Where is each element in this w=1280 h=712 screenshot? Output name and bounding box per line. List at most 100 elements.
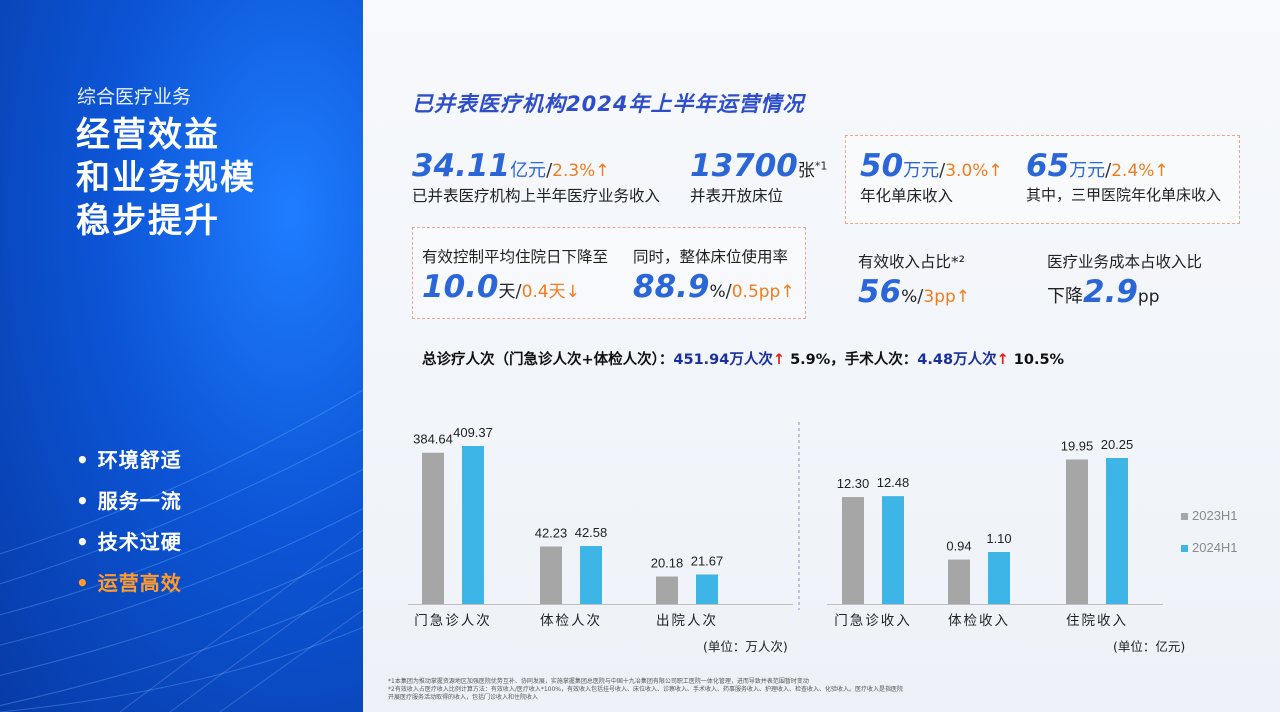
- kpi-label: 已并表医疗机构上半年医疗业务收入: [412, 187, 661, 205]
- summary-change: 10.5%: [1008, 352, 1065, 368]
- kpi-value: 34.11: [412, 148, 511, 184]
- headline-line-1: 经营效益: [76, 115, 220, 155]
- kpi-value: 2.9: [1083, 274, 1138, 310]
- kpi-value: 10.0: [422, 269, 499, 305]
- bar-2024H1: [696, 574, 718, 604]
- bar-2024H1: [1106, 458, 1128, 604]
- kpi-label: 年化单床收入: [860, 187, 954, 205]
- data-label: 19.95: [1061, 438, 1094, 453]
- page-title: 已并表医疗机构2024年上半年运营情况: [412, 92, 805, 116]
- kpi-label: 医疗业务成本占收入比: [1047, 253, 1203, 271]
- kpi-change: 0.4天↓: [521, 282, 580, 302]
- kpi-value: 88.9: [633, 269, 710, 305]
- headline-line-2: 和业务规模: [76, 158, 256, 198]
- kpi-effective-income: 有效收入占比*² 56%/3pp↑: [858, 250, 970, 310]
- kpi-footnote: *1: [814, 159, 828, 173]
- kpi-slash: /: [546, 160, 553, 181]
- bullet-list: • 环境舒适 • 服务一流 • 技术过硬 • 运营高效: [76, 440, 182, 604]
- kpi-unit: 万元: [903, 160, 940, 181]
- kpi-beds: 13700张*1 并表开放床位: [690, 148, 827, 206]
- data-label: 42.58: [575, 525, 608, 540]
- kpi-value: 65: [1026, 148, 1070, 184]
- bullet-item-highlighted: • 运营高效: [76, 571, 182, 595]
- left-panel: 综合医疗业务 经营效益 和业务规模 稳步提升 • 环境舒适 • 服务一流 • 技…: [0, 0, 363, 712]
- kpi-change: 2.4%↑: [1111, 161, 1169, 181]
- data-label: 20.25: [1101, 437, 1134, 452]
- legend-swatch: [1181, 545, 1188, 552]
- data-label: 12.48: [877, 475, 910, 490]
- bar-2023H1: [842, 497, 864, 604]
- kpi-unit: 万元: [1069, 160, 1106, 181]
- kpi-prefix: 下降: [1047, 286, 1083, 307]
- kpi-unit: 亿元: [510, 160, 547, 181]
- unit-label: (单位：万人次): [703, 639, 788, 654]
- kpi-value: 56: [858, 274, 902, 310]
- visits-summary: 总诊疗人次（门急诊人次+体检人次）：451.94万人次↑ 5.9%，手术人次：4…: [422, 348, 1064, 369]
- bullet-item: • 服务一流: [76, 489, 182, 513]
- per-bed-box: [845, 135, 1240, 224]
- kpi-unit: pp: [1137, 287, 1160, 307]
- footnotes: *1本集团为推动掌握资源地区加强医院优势互补、协同发展，实施掌握集团总医院与中国…: [388, 678, 908, 702]
- kpi-label: 其中，三甲医院年化单床收入: [1026, 186, 1222, 204]
- category-label: 门急诊收入: [834, 613, 912, 629]
- kpi-unit: 天: [498, 282, 516, 302]
- bar-2024H1: [580, 546, 602, 604]
- unit-label: (单位：亿元): [1113, 639, 1185, 654]
- kpi-tier3-per-bed: 65万元/2.4%↑ 其中，三甲医院年化单床收入: [1026, 148, 1221, 205]
- kpi-label: 同时，整体床位使用率: [633, 248, 789, 266]
- bar-2023H1: [422, 452, 444, 604]
- summary-part: 手术人次：: [844, 352, 918, 368]
- up-arrow-icon: ↑: [996, 352, 1009, 368]
- stay-occupancy-box: [412, 227, 806, 319]
- bar-charts: 384.64 409.37 门急诊人次 42.23 42.58 体检人次 20.18 21.6…: [408, 422, 1238, 654]
- footnote-2: *2有效收入占医疗收入比例计算方法：有效收入/医疗收入*100%，有效收入包括挂…: [388, 686, 903, 701]
- kpi-occupancy: 同时，整体床位使用率 88.9%/0.5pp↑: [633, 245, 795, 305]
- kpi-slash: /: [917, 286, 924, 307]
- kpi-change: 2.3%↑: [552, 161, 610, 181]
- kpi-slash: /: [725, 281, 732, 302]
- data-label: 20.18: [651, 556, 684, 571]
- summary-change: 5.9%，: [785, 352, 845, 368]
- legend-label: 2024H1: [1192, 540, 1238, 555]
- headline: 经营效益 和业务规模 稳步提升: [76, 114, 256, 243]
- category-label: 住院收入: [1066, 613, 1128, 629]
- summary-value: 451.94万人次: [673, 352, 773, 368]
- kpi-slash: /: [939, 160, 946, 181]
- data-label: 0.94: [946, 539, 971, 554]
- kpi-value: 13700: [690, 148, 798, 184]
- kpi-revenue: 34.11亿元/2.3%↑ 已并表医疗机构上半年医疗业务收入: [412, 148, 660, 206]
- bar-2023H1: [540, 546, 562, 604]
- category-label: 出院人次: [656, 613, 718, 629]
- summary-value: 4.48万人次: [917, 352, 997, 368]
- headline-line-3: 稳步提升: [76, 201, 220, 241]
- legend-swatch: [1181, 513, 1188, 520]
- bar-2024H1: [882, 496, 904, 604]
- bar-2023H1: [656, 576, 678, 604]
- summary-part: 总诊疗人次（门急诊人次+体检人次）：: [422, 352, 674, 368]
- up-arrow-icon: ↑: [772, 352, 786, 368]
- kpi-unit: 张: [797, 161, 815, 181]
- legend-label: 2023H1: [1192, 508, 1238, 523]
- bar-2024H1: [462, 446, 484, 604]
- data-label: 384.64: [413, 432, 453, 447]
- kpi-stay: 有效控制平均住院日下降至 10.0天/0.4天↓: [422, 245, 608, 305]
- kpi-cost-ratio: 医疗业务成本占收入比 下降2.9pp: [1047, 250, 1202, 310]
- category-label: 体检人次: [540, 613, 602, 629]
- kpi-label: 有效控制平均住院日下降至: [422, 248, 609, 266]
- bar-2023H1: [1066, 459, 1088, 604]
- data-label: 409.37: [453, 425, 493, 440]
- data-label: 1.10: [986, 531, 1011, 546]
- section-label: 综合医疗业务: [77, 86, 192, 108]
- kpi-change: 0.5pp↑: [731, 282, 795, 302]
- bullet-item: • 环境舒适: [76, 448, 182, 472]
- data-label: 12.30: [837, 476, 870, 491]
- kpi-change: 3pp↑: [923, 287, 971, 307]
- data-label: 42.23: [535, 526, 568, 541]
- bar-2024H1: [988, 552, 1010, 604]
- kpi-value: 50: [860, 148, 904, 184]
- footnote-1: *1本集团为推动掌握资源地区加强医院优势互补、协同发展，实施掌握集团总医院与中国…: [388, 678, 809, 685]
- category-label: 体检收入: [948, 613, 1010, 629]
- kpi-slash: /: [515, 281, 522, 302]
- kpi-unit: %: [709, 282, 726, 302]
- category-label: 门急诊人次: [414, 613, 492, 629]
